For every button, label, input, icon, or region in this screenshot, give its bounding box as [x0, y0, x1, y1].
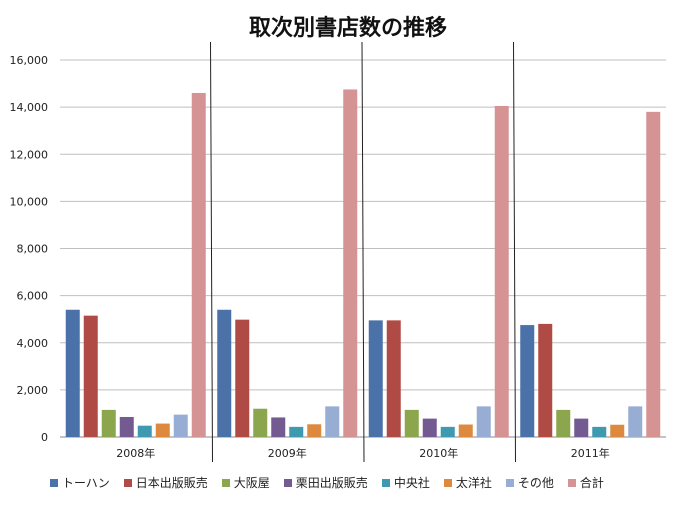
legend-label: トーハン: [62, 476, 110, 490]
legend-item: 中央社: [381, 474, 430, 491]
bar: [458, 424, 473, 437]
bar: [343, 89, 358, 437]
bar: [83, 315, 98, 437]
bar: [610, 424, 625, 437]
y-tick-label: 2,000: [17, 384, 49, 397]
bar: [173, 414, 188, 437]
x-tick-label: 2011年: [571, 446, 610, 460]
legend-swatch: [50, 478, 58, 487]
bar: [307, 424, 322, 437]
legend-item: 日本出版販売: [123, 474, 208, 491]
legend: トーハン 日本出版販売 大阪屋 栗田出版販売 中央社 太洋社 その他 合計: [50, 474, 604, 491]
bar: [101, 409, 116, 437]
bar: [191, 92, 206, 438]
group-separator: [513, 41, 516, 463]
legend-swatch: [123, 478, 132, 487]
y-tick-label: 14,000: [10, 101, 49, 114]
bar: [271, 417, 286, 437]
bar: [538, 323, 553, 437]
legend-swatch: [283, 478, 292, 487]
bar: [325, 406, 340, 437]
bar: [155, 423, 170, 437]
legend-label: 太洋社: [455, 476, 492, 490]
y-tick-label: 8,000: [17, 243, 49, 256]
legend-swatch: [505, 478, 514, 487]
legend-label: 栗田出版販売: [295, 476, 368, 490]
bar: [65, 309, 80, 437]
bar: [368, 320, 383, 437]
y-tick-label: 6,000: [17, 290, 49, 303]
legend-swatch: [221, 478, 230, 487]
legend-swatch: [381, 478, 390, 487]
y-tick-label: 10,000: [10, 195, 49, 208]
y-tick-label: 12,000: [10, 148, 49, 161]
bar: [592, 426, 607, 437]
bar: [253, 408, 268, 437]
bar: [574, 418, 589, 437]
y-tick-label: 0: [41, 431, 48, 444]
bar: [119, 416, 134, 437]
legend-item: 太洋社: [443, 474, 492, 491]
legend-swatch: [443, 478, 452, 487]
x-axis-ticks: 2008年 2009年 2010年 2011年: [116, 446, 610, 460]
bar: [137, 425, 152, 437]
bars: [65, 89, 661, 438]
bar: [217, 309, 232, 437]
legend-swatch: [567, 478, 576, 487]
group-separator: [361, 41, 365, 463]
legend-item: 合計: [567, 474, 604, 491]
legend-item: 大阪屋: [221, 474, 270, 491]
bar: [556, 409, 571, 437]
bar: [235, 319, 250, 437]
legend-label: 中央社: [393, 476, 430, 490]
legend-label: 合計: [579, 476, 604, 490]
bar: [494, 105, 509, 438]
bar: [289, 426, 304, 437]
legend-item: 栗田出版販売: [283, 474, 368, 491]
bar: [628, 406, 643, 437]
bar: [422, 418, 437, 437]
x-tick-label: 2008年: [116, 446, 155, 460]
legend-label: 日本出版販売: [135, 476, 208, 490]
bar: [520, 325, 535, 437]
y-tick-label: 16,000: [10, 54, 49, 67]
y-axis-ticks: 0 2,000 4,000 6,000 8,000 10,000 12,000 14,000 1…: [10, 54, 49, 444]
legend-label: その他: [517, 476, 554, 490]
bar: [476, 406, 491, 437]
legend-label: 大阪屋: [233, 476, 270, 490]
group-separator: [210, 41, 213, 463]
bar: [646, 111, 661, 438]
y-tick-label: 4,000: [17, 337, 49, 350]
x-tick-label: 2009年: [268, 446, 307, 460]
legend-item: その他: [505, 474, 554, 491]
group-separators: [210, 41, 516, 463]
bar: [440, 426, 455, 437]
x-tick-label: 2010年: [419, 446, 458, 460]
bar: [386, 320, 401, 437]
legend-item: トーハン: [50, 474, 110, 491]
bar: [404, 409, 419, 437]
chart-title: 取次別書店数の推移: [248, 16, 447, 41]
